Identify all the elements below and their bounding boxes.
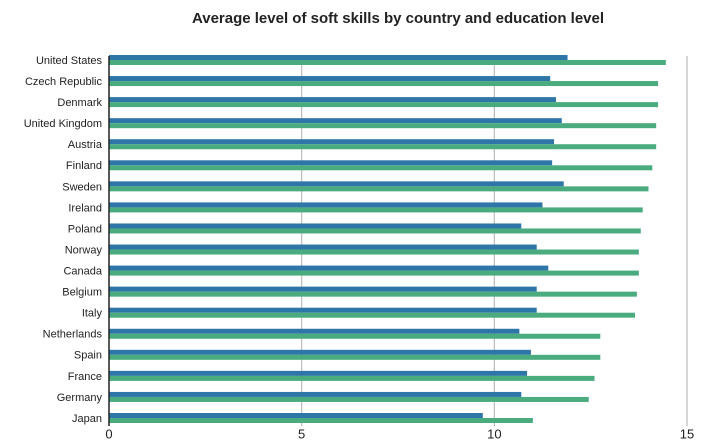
bar xyxy=(109,139,555,145)
bar xyxy=(109,144,657,150)
bar xyxy=(109,181,564,187)
y-tick-label: United States xyxy=(36,55,103,67)
y-tick-label: Denmark xyxy=(57,97,102,109)
bar xyxy=(109,207,643,213)
bar xyxy=(109,60,666,65)
y-tick-label: Austria xyxy=(68,139,103,151)
bar xyxy=(109,165,653,171)
chart-title: Average level of soft skills by country … xyxy=(192,10,604,27)
bar xyxy=(109,118,562,124)
bar xyxy=(109,333,601,339)
bar xyxy=(109,307,537,313)
y-tick-label: Netherlands xyxy=(43,329,103,341)
bar xyxy=(109,228,641,234)
bar xyxy=(109,354,601,360)
bar xyxy=(109,270,639,276)
bar xyxy=(109,160,553,166)
bar xyxy=(109,202,543,208)
bar xyxy=(109,244,537,250)
y-tick-label: Norway xyxy=(65,244,103,256)
x-tick-label: 0 xyxy=(105,426,112,441)
bar xyxy=(109,328,520,334)
y-tick-label: Finland xyxy=(66,160,102,172)
bar xyxy=(109,286,537,292)
x-tick-label: 5 xyxy=(298,426,305,441)
y-tick-label: Sweden xyxy=(62,181,102,193)
bar xyxy=(109,396,589,402)
bar xyxy=(109,265,549,271)
bar xyxy=(109,55,568,60)
y-tick-label: Ireland xyxy=(68,202,102,214)
bar xyxy=(109,391,522,397)
bar xyxy=(109,186,649,192)
y-tick-label: Italy xyxy=(82,308,103,320)
y-tick-label: Czech Republic xyxy=(25,76,103,88)
bar xyxy=(109,81,659,87)
bar xyxy=(109,223,522,229)
bar xyxy=(109,418,533,423)
x-tick-label: 15 xyxy=(680,426,694,441)
y-tick-label: Poland xyxy=(68,223,102,235)
y-tick-label: United Kingdom xyxy=(24,118,102,130)
bar xyxy=(109,291,637,297)
bar xyxy=(109,413,483,418)
x-tick-label: 10 xyxy=(487,426,501,441)
bar xyxy=(109,123,657,129)
bar xyxy=(109,249,639,255)
y-tick-label: Japan xyxy=(72,413,102,425)
y-tick-label: Belgium xyxy=(62,287,102,299)
bar xyxy=(109,102,659,108)
bar xyxy=(109,375,595,381)
y-tick-label: Canada xyxy=(63,265,102,277)
y-tick-label: Spain xyxy=(74,350,102,362)
bar xyxy=(109,370,528,376)
bar xyxy=(109,312,635,318)
bar xyxy=(109,349,531,355)
bar xyxy=(109,76,551,82)
bar xyxy=(109,97,556,103)
y-tick-label: Germany xyxy=(57,392,103,404)
y-tick-label: France xyxy=(68,371,102,383)
